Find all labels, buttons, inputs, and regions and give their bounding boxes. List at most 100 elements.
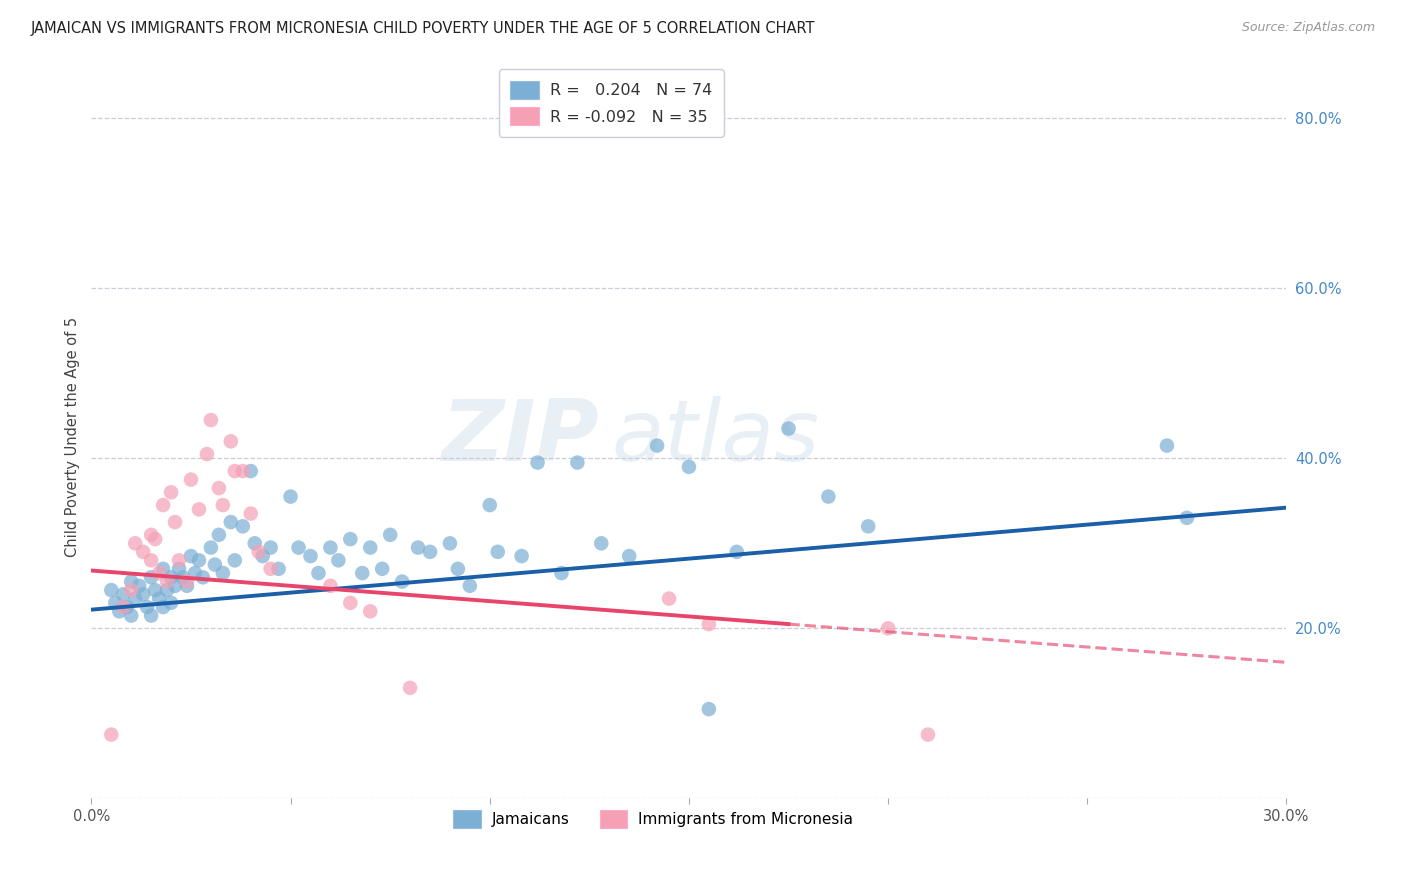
Point bbox=[232, 519, 254, 533]
Point bbox=[239, 464, 262, 478]
Point bbox=[299, 549, 322, 563]
Point bbox=[152, 498, 174, 512]
Point bbox=[208, 528, 231, 542]
Point bbox=[778, 421, 800, 435]
Point bbox=[156, 574, 179, 589]
Point bbox=[180, 473, 202, 487]
Y-axis label: Child Poverty Under the Age of 5: Child Poverty Under the Age of 5 bbox=[65, 317, 80, 558]
Point bbox=[167, 553, 190, 567]
Point bbox=[1175, 511, 1198, 525]
Point bbox=[567, 456, 589, 470]
Point bbox=[160, 596, 183, 610]
Point bbox=[108, 604, 131, 618]
Point bbox=[211, 566, 233, 580]
Text: Source: ZipAtlas.com: Source: ZipAtlas.com bbox=[1241, 21, 1375, 35]
Point bbox=[163, 515, 186, 529]
Point bbox=[204, 558, 226, 572]
Point bbox=[124, 536, 146, 550]
Point bbox=[591, 536, 613, 550]
Point bbox=[678, 459, 700, 474]
Point bbox=[200, 541, 222, 555]
Text: ZIP: ZIP bbox=[441, 395, 599, 479]
Point bbox=[817, 490, 839, 504]
Point bbox=[128, 579, 150, 593]
Point bbox=[328, 553, 350, 567]
Point bbox=[658, 591, 681, 606]
Point bbox=[371, 562, 394, 576]
Point bbox=[645, 439, 668, 453]
Point bbox=[319, 541, 342, 555]
Point bbox=[120, 574, 142, 589]
Point bbox=[232, 464, 254, 478]
Point bbox=[148, 591, 170, 606]
Point bbox=[172, 570, 194, 584]
Point bbox=[100, 728, 122, 742]
Point bbox=[243, 536, 266, 550]
Point bbox=[180, 549, 202, 563]
Point bbox=[188, 502, 211, 516]
Point bbox=[877, 621, 900, 635]
Text: JAMAICAN VS IMMIGRANTS FROM MICRONESIA CHILD POVERTY UNDER THE AGE OF 5 CORRELAT: JAMAICAN VS IMMIGRANTS FROM MICRONESIA C… bbox=[31, 21, 815, 37]
Point bbox=[156, 583, 179, 598]
Point bbox=[176, 579, 198, 593]
Point bbox=[112, 587, 135, 601]
Point bbox=[439, 536, 461, 550]
Point bbox=[307, 566, 329, 580]
Point bbox=[697, 702, 720, 716]
Point bbox=[120, 608, 142, 623]
Point bbox=[211, 498, 233, 512]
Point bbox=[259, 541, 281, 555]
Point bbox=[163, 579, 186, 593]
Point bbox=[486, 545, 509, 559]
Point bbox=[550, 566, 572, 580]
Point bbox=[152, 562, 174, 576]
Point bbox=[148, 566, 170, 580]
Point bbox=[143, 583, 166, 598]
Point bbox=[219, 515, 242, 529]
Point bbox=[160, 485, 183, 500]
Point bbox=[856, 519, 880, 533]
Point bbox=[167, 562, 190, 576]
Point bbox=[378, 528, 402, 542]
Point bbox=[136, 600, 159, 615]
Point bbox=[267, 562, 290, 576]
Point bbox=[224, 553, 246, 567]
Point bbox=[184, 566, 207, 580]
Point bbox=[917, 728, 939, 742]
Point bbox=[176, 574, 198, 589]
Point bbox=[447, 562, 470, 576]
Point bbox=[132, 545, 155, 559]
Point bbox=[1156, 439, 1178, 453]
Point bbox=[152, 600, 174, 615]
Point bbox=[200, 413, 222, 427]
Point bbox=[191, 570, 214, 584]
Point bbox=[510, 549, 533, 563]
Point bbox=[224, 464, 246, 478]
Point bbox=[339, 532, 361, 546]
Point bbox=[195, 447, 218, 461]
Point bbox=[143, 532, 166, 546]
Point bbox=[458, 579, 481, 593]
Point bbox=[141, 528, 162, 542]
Point bbox=[100, 583, 122, 598]
Point bbox=[697, 617, 720, 632]
Point bbox=[104, 596, 127, 610]
Point bbox=[352, 566, 374, 580]
Point bbox=[132, 587, 155, 601]
Point bbox=[359, 541, 381, 555]
Legend: Jamaicans, Immigrants from Micronesia: Jamaicans, Immigrants from Micronesia bbox=[447, 805, 859, 834]
Point bbox=[406, 541, 429, 555]
Point bbox=[160, 570, 183, 584]
Point bbox=[526, 456, 548, 470]
Point bbox=[124, 591, 146, 606]
Point bbox=[478, 498, 501, 512]
Point bbox=[399, 681, 422, 695]
Point bbox=[391, 574, 413, 589]
Point bbox=[115, 600, 138, 615]
Point bbox=[247, 545, 270, 559]
Point bbox=[287, 541, 309, 555]
Point bbox=[725, 545, 748, 559]
Text: atlas: atlas bbox=[612, 395, 820, 479]
Point bbox=[339, 596, 361, 610]
Point bbox=[280, 490, 302, 504]
